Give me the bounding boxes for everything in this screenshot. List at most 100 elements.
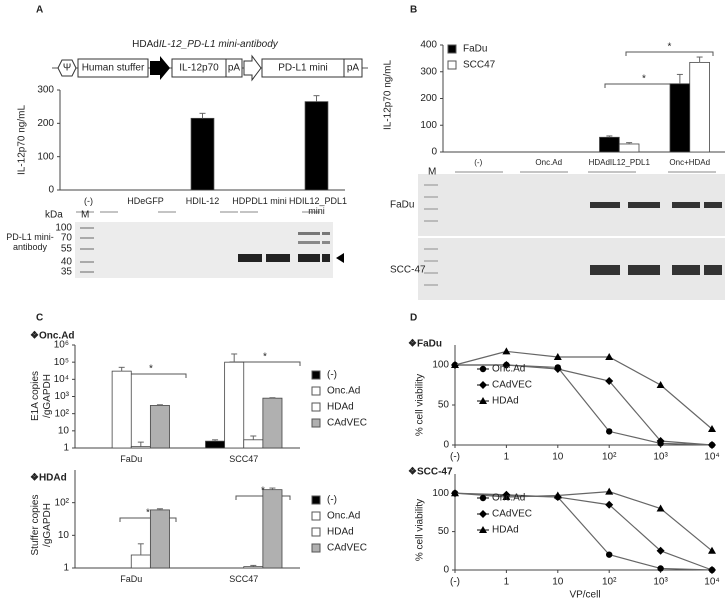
y-tick-label: 0 (431, 147, 437, 158)
point (553, 353, 562, 360)
panel-header: ❖SCC-47 (408, 467, 453, 478)
x-tick-label: 1 (504, 452, 510, 463)
bar (190, 117, 215, 191)
bar (149, 405, 170, 449)
y-tick-label: 200 (420, 93, 437, 104)
y-axis-label: % cell viability (415, 499, 426, 561)
ladder-band (424, 208, 438, 210)
y-axis-label: % cell viability (415, 374, 426, 436)
blot-band (322, 241, 330, 244)
x-tick-label: HDIL-12 (185, 196, 220, 206)
construct-label: pA (347, 63, 360, 74)
construct-psi (57, 59, 77, 77)
significance-label: * (149, 364, 153, 375)
panel-header: ❖Onc.Ad (30, 331, 75, 342)
significance-label: * (146, 508, 150, 519)
point (502, 493, 511, 501)
x-tick-label: 10² (602, 577, 617, 588)
point (657, 565, 664, 572)
construct-label: Ψ (63, 63, 71, 74)
x-tick-label: HDIL12_PDL1 mini (289, 196, 348, 216)
blot-lane-label: SCC-47 (390, 265, 426, 276)
x-tick-label: 10 (552, 452, 564, 463)
legend-label: HDAd (327, 527, 354, 538)
legend-label: CAdVEC (327, 543, 367, 554)
point (502, 347, 511, 355)
blot-band (672, 202, 700, 208)
y-tick-label: 0 (443, 440, 449, 451)
blot-size: 55 (61, 244, 73, 255)
y-tick-label: 50 (438, 526, 450, 537)
point (479, 494, 487, 502)
point (656, 381, 665, 388)
significance-label: * (263, 352, 267, 363)
legend-label: Onc.Ad (327, 386, 360, 397)
blot-band (628, 265, 660, 275)
x-tick-label: 10³ (653, 452, 668, 463)
legend-label: HDAd (492, 396, 519, 407)
blot-marker: M (81, 210, 89, 221)
series-line (454, 350, 713, 430)
ladder-band (424, 220, 438, 222)
bar (669, 83, 691, 153)
construct-title-italic: IL-12_PD-L1 mini-antibody (159, 39, 279, 50)
x-tick-label: 10⁴ (704, 452, 719, 463)
blot-band (628, 202, 660, 208)
y-axis-label: IL-12p70 ng/mL (383, 60, 394, 130)
legend-swatch (311, 386, 321, 396)
y-tick-label: 0 (48, 185, 54, 196)
construct-label: IL-12p70 (179, 63, 219, 74)
legend-swatch (311, 527, 321, 537)
point (479, 397, 487, 404)
blot-band (590, 265, 620, 275)
blot-band (322, 232, 330, 235)
ladder-band (424, 260, 438, 262)
blot-size: 35 (61, 267, 73, 278)
y-tick-label: 50 (438, 400, 450, 411)
x-tick-label: Onc.Ad (535, 158, 563, 167)
construct-box (77, 58, 149, 78)
ladder-band (424, 284, 438, 286)
x-tick-label: 10 (552, 577, 564, 588)
y-tick-label: 100 (432, 488, 449, 499)
legend-swatch (447, 44, 457, 54)
panel-letter: C (36, 313, 43, 324)
y-tick-label: 100 (432, 360, 449, 371)
x-tick-label: SCC47 (229, 574, 259, 584)
legend-label: SCC47 (463, 60, 496, 71)
blot (75, 222, 333, 278)
series-line (454, 491, 713, 552)
panel-header: ❖FaDu (408, 339, 442, 350)
blot-band (298, 232, 320, 235)
blot-label: PD-L1 mini-antibody (6, 232, 54, 252)
construct-arrow (243, 54, 262, 82)
y-tick-label: 200 (37, 118, 54, 129)
blot-band (704, 265, 722, 275)
x-tick-label: FaDu (120, 454, 143, 464)
legend-swatch (311, 402, 321, 412)
y-tick-label: 300 (420, 66, 437, 77)
construct-title-prefix: HDAd (132, 39, 159, 50)
blot-band (298, 241, 320, 244)
legend-label: HDAd (492, 525, 519, 536)
blot-unit: kDa (45, 210, 63, 221)
blot-band (266, 254, 290, 262)
point (479, 365, 487, 373)
point (553, 365, 562, 373)
blot-band (590, 202, 620, 208)
blot-band (238, 254, 262, 262)
ladder-band (424, 196, 438, 198)
point (451, 489, 459, 497)
x-tick-label: (-) (474, 158, 483, 167)
x-tick-label: HDAdIL12_PDL1 (588, 158, 650, 167)
significance-label: * (668, 42, 672, 53)
series-line (454, 492, 713, 571)
legend-swatch (311, 418, 321, 428)
x-axis-label: VP/cell (569, 590, 600, 601)
blot-band (322, 254, 330, 262)
x-tick-label: HDPDL1 mini (232, 196, 287, 206)
panel-letter: D (410, 313, 417, 324)
y-axis-label: Stuffer copies /gGAPDH (30, 494, 53, 556)
